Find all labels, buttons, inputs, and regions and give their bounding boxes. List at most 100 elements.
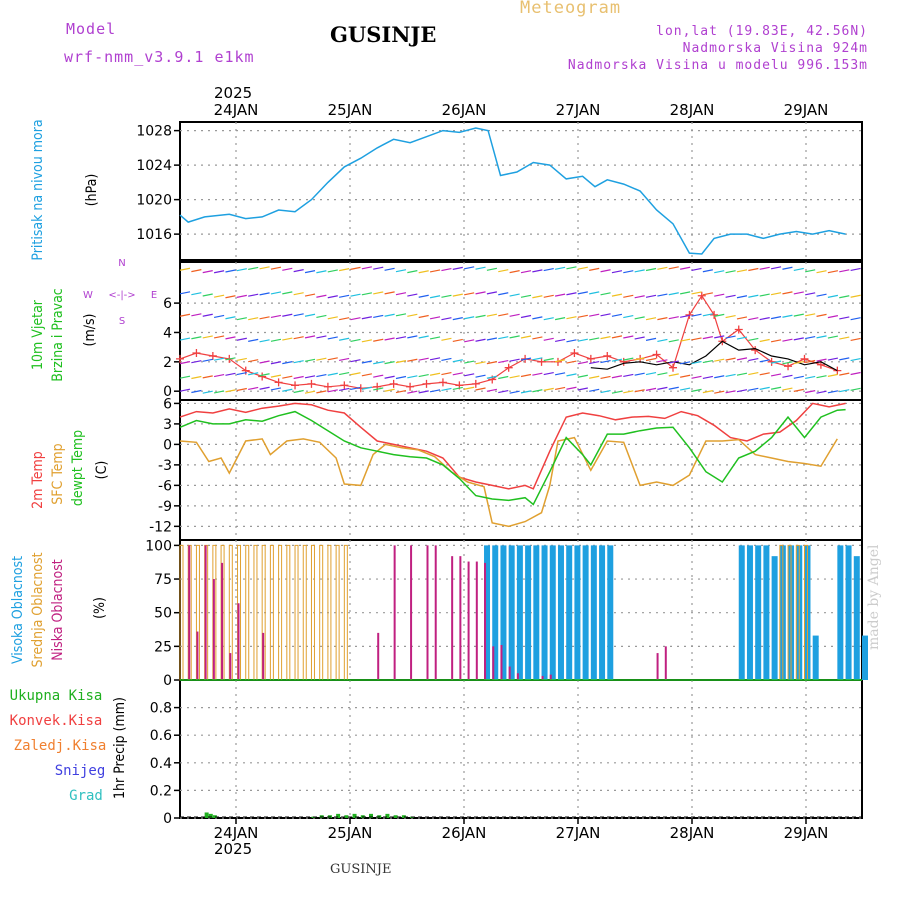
wind-arrow xyxy=(827,373,839,377)
wind-arrow xyxy=(850,294,861,298)
wind-arrow xyxy=(248,266,259,270)
ytick-label-pressure: 1016 xyxy=(136,227,172,243)
cloud-bar-0 xyxy=(484,545,491,680)
wind-arrow xyxy=(259,360,270,364)
wind-arrow xyxy=(486,375,498,379)
temp-dewpt-line xyxy=(179,408,846,506)
wind-arrow xyxy=(691,267,702,272)
precip-bar xyxy=(212,815,217,818)
wind-arrow xyxy=(316,335,327,339)
wind-arrow xyxy=(407,375,418,379)
wind-arrow xyxy=(361,292,372,296)
wind-arrow xyxy=(509,313,520,317)
cloud-bar-1 xyxy=(278,544,283,681)
wind-arrow xyxy=(816,375,827,379)
wind-arrow xyxy=(452,317,463,321)
wind-arrow xyxy=(577,266,588,270)
wind-arrow xyxy=(464,373,475,377)
wind-arrow xyxy=(464,316,475,320)
wind-arrow xyxy=(805,292,816,296)
wind-arrow xyxy=(577,314,588,318)
wind-arrow xyxy=(554,338,566,343)
wind-arrow xyxy=(259,386,270,390)
ytick-label-clouds: 25 xyxy=(154,639,172,655)
wind-arrow xyxy=(691,388,702,392)
wind-arrow xyxy=(202,313,213,317)
wind-arrow xyxy=(441,294,452,298)
wind-arrow xyxy=(498,269,509,273)
wind-arrow xyxy=(191,375,202,380)
cloud-bar-0 xyxy=(500,545,507,680)
wind-arrow xyxy=(839,372,850,376)
temp-2m-line xyxy=(179,402,846,490)
wind-arrow xyxy=(202,358,213,362)
wind-arrow xyxy=(805,335,816,340)
wind-arrow xyxy=(407,335,418,339)
wind-arrow xyxy=(179,361,191,365)
wind-arrow xyxy=(554,386,566,390)
wind-arrow xyxy=(236,337,247,341)
precip-legend-item: Konvek.Kisa xyxy=(10,713,103,729)
wind-arrow xyxy=(782,291,793,295)
wind-arrow xyxy=(725,270,736,274)
compass-s: S xyxy=(119,316,125,327)
wind-arrow xyxy=(270,291,282,295)
wind-arrow xyxy=(827,390,839,394)
wind-arrow xyxy=(373,314,384,318)
wind-arrow xyxy=(179,388,191,392)
wind-speed-marker xyxy=(208,351,217,360)
wind-speed-marker xyxy=(340,381,349,390)
wind-arrow xyxy=(566,266,577,270)
wind-axis-title-1: 10m Vjetar xyxy=(30,299,46,370)
wind-arrow xyxy=(236,371,247,376)
wind-arrow xyxy=(350,338,361,343)
wind-arrow xyxy=(259,373,270,377)
wind-arrow xyxy=(361,360,372,364)
wind-arrow xyxy=(748,357,759,362)
wind-arrow xyxy=(316,294,327,298)
cloud-bar-0 xyxy=(853,556,860,680)
wind-arrow xyxy=(748,267,759,272)
cloud-bar-1 xyxy=(294,544,299,681)
wind-arrow xyxy=(543,317,554,321)
wind-arrow xyxy=(475,266,486,270)
wind-arrow xyxy=(827,294,839,298)
wind-arrow xyxy=(509,358,520,362)
cloud-bar-0 xyxy=(516,545,523,680)
wind-arrow xyxy=(225,316,236,320)
cloud-bar-0 xyxy=(549,545,556,680)
temp-axis-title-2m: 2m Temp xyxy=(30,451,46,509)
cloud-bar-2 xyxy=(237,603,240,680)
wind-arrow xyxy=(293,389,304,394)
wind-arrow xyxy=(429,295,441,299)
wind-arrow xyxy=(736,336,748,340)
wind-arrow xyxy=(339,268,350,272)
wind-arrow xyxy=(259,316,270,320)
cloud-bar-2 xyxy=(467,561,470,680)
ytick-label-pressure: 1020 xyxy=(136,193,172,209)
cloud-bar-2 xyxy=(262,632,265,680)
wind-arrow xyxy=(429,389,441,393)
cloud-bar-2 xyxy=(188,545,191,680)
wind-arrow xyxy=(520,335,532,339)
cloud-bar-2 xyxy=(508,666,511,680)
precip-bar xyxy=(368,813,373,818)
wind-arrow xyxy=(634,295,645,299)
wind-arrow xyxy=(179,313,191,317)
wind-arrow xyxy=(532,389,543,393)
precip-bar xyxy=(204,812,209,818)
wind-arrow xyxy=(680,266,691,270)
wind-arrow xyxy=(611,313,623,317)
wind-arrow xyxy=(657,266,668,270)
wind-arrow xyxy=(350,317,361,321)
wind-arrow xyxy=(691,313,702,317)
wind-arrow xyxy=(179,291,191,295)
precip-bar xyxy=(208,813,213,818)
wind-arrow xyxy=(736,316,748,320)
wind-arrow xyxy=(191,292,202,296)
cloud-bar-0 xyxy=(582,545,589,680)
wind-arrow xyxy=(213,357,225,361)
precip-bar xyxy=(393,815,398,818)
wind-arrow xyxy=(680,374,691,378)
cloud-bar-2 xyxy=(377,632,380,680)
